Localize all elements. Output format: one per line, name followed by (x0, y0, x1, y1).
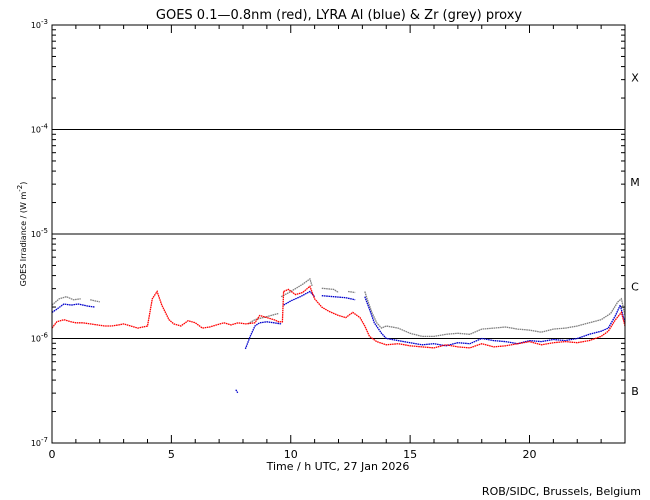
y-tick-label-exp: -4 (41, 123, 49, 131)
series-0-segment-2 (247, 312, 279, 325)
series-1-segment-4 (321, 295, 356, 301)
y-tick-label: 10-4 (31, 123, 49, 135)
y-tick-label: 10-3 (31, 18, 48, 30)
y-tick-label: 10-6 (31, 332, 49, 344)
y-tick-label-exp: -5 (41, 227, 48, 235)
credit-text: ROB/SIDC, Brussels, Belgium (482, 485, 641, 498)
y-tick-label-exp: -3 (41, 18, 48, 26)
series-1-segment-0 (51, 303, 96, 313)
x-tick-label: 20 (523, 448, 537, 461)
y-tick-label-base: 10 (31, 439, 41, 448)
flare-class-label-b: B (631, 385, 639, 398)
series-1-segment-1 (235, 389, 239, 394)
y-axis-label-exp: -2 (16, 185, 24, 192)
x-tick-label: 15 (403, 448, 417, 461)
flare-class-labels: B C M X (630, 71, 640, 398)
y-axis-ticks: 10-710-610-510-410-3 (31, 18, 625, 448)
y-tick-label-base: 10 (31, 335, 41, 344)
x-axis-label: Time / h UTC, 27 Jan 2026 (266, 460, 410, 473)
y-tick-label-exp: -6 (41, 332, 49, 340)
y-axis-label: GOES Irradiance / (W m-2) (16, 182, 28, 287)
y-tick-label-base: 10 (31, 126, 41, 135)
x-tick-label: 5 (168, 448, 175, 461)
series-0-segment-1 (90, 299, 100, 303)
x-tick-label: 10 (284, 448, 298, 461)
y-tick-label: 10-5 (31, 227, 48, 239)
series-0-segment-6 (364, 291, 626, 338)
y-tick-label: 10-7 (31, 436, 48, 448)
series-0-segment-0 (51, 296, 81, 306)
x-axis-ticks: 0 5 10 15 20 (49, 25, 626, 461)
series-1-segment-3 (283, 290, 316, 306)
flare-class-label-c: C (631, 280, 639, 293)
y-tick-label-base: 10 (31, 21, 41, 30)
series-0-segment-3 (280, 277, 313, 298)
series-1-segment-5 (364, 296, 626, 347)
chart-title: GOES 0.1—0.8nm (red), LYRA Al (blue) & Z… (156, 8, 522, 23)
flare-class-label-m: M (630, 176, 640, 189)
x-tick-label: 0 (49, 448, 56, 461)
y-tick-label-exp: -7 (41, 436, 48, 444)
series-0-segment-5 (348, 290, 356, 294)
y-tick-label-base: 10 (31, 230, 41, 239)
reference-lines (52, 129, 625, 339)
flare-class-label-x: X (631, 71, 639, 84)
y-axis-label-close: ) (19, 182, 28, 185)
y-axis-label-main: GOES Irradiance / (W m (19, 192, 28, 287)
series-layer (51, 277, 626, 394)
series-2-segment-0 (51, 285, 626, 349)
series-0-segment-4 (321, 287, 339, 294)
series-1-segment-2 (244, 321, 282, 350)
